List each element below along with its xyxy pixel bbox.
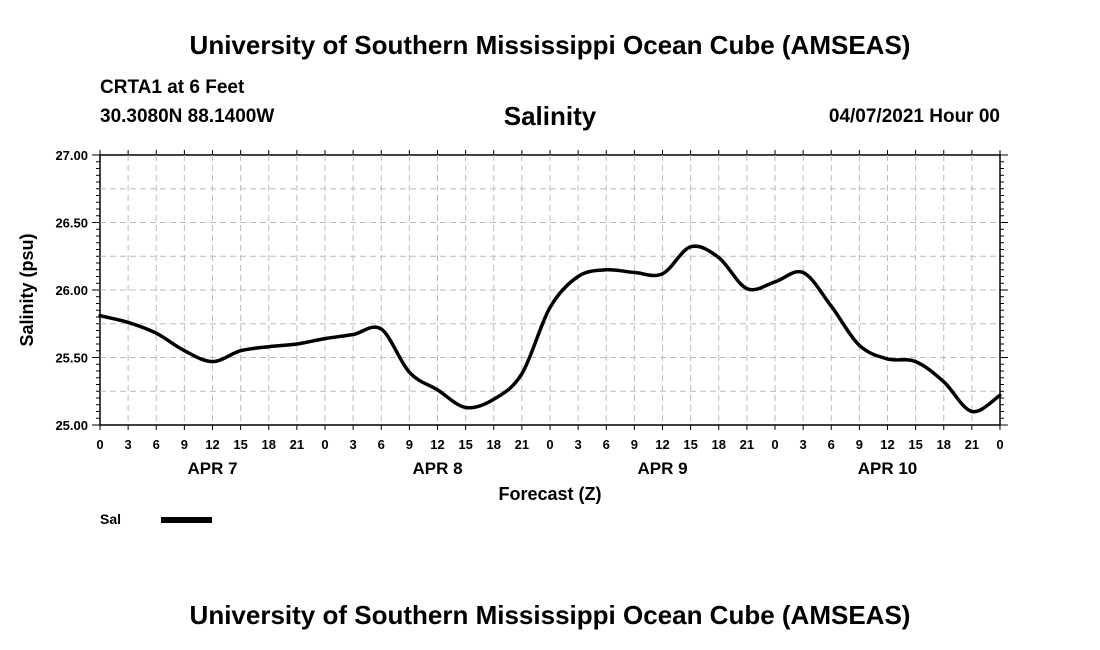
y-tick-labels: 25.00 25.50 26.00 26.50 27.00 [55, 148, 88, 433]
chart-title: Salinity [503, 101, 597, 131]
page-title: University of Southern Mississippi Ocean… [189, 30, 911, 60]
x-tick-label: 21 [290, 437, 304, 452]
salinity-data-point [914, 359, 918, 364]
y-tick-label: 26.50 [55, 216, 88, 231]
salinity-data-point [435, 388, 440, 392]
salinity-data-point [942, 380, 946, 384]
x-tick-label: 18 [487, 437, 501, 452]
salinity-data-point [210, 359, 215, 364]
day-label: APR 7 [187, 459, 237, 478]
salinity-data-point [745, 287, 749, 291]
x-tick-label: 0 [96, 437, 103, 452]
x-tick-label: 9 [406, 437, 413, 452]
x-tick-label: 0 [546, 437, 553, 452]
x-tick-label: 9 [631, 437, 638, 452]
x-tick-label: 0 [321, 437, 328, 452]
salinity-data-point [492, 397, 496, 401]
x-tick-label: 3 [800, 437, 807, 452]
x-tick-label: 21 [515, 437, 529, 452]
x-tick-label: 6 [378, 437, 385, 452]
x-tick-label: 6 [603, 437, 610, 452]
x-tick-label: 3 [575, 437, 582, 452]
salinity-data-point [801, 270, 805, 275]
coordinates-label: 30.3080N 88.1400W [100, 106, 275, 127]
x-tick-label: 21 [965, 437, 979, 452]
salinity-data-point [548, 305, 552, 310]
x-tick-label: 6 [153, 437, 160, 452]
x-tick-label: 18 [937, 437, 951, 452]
salinity-data-point [182, 349, 186, 353]
salinity-data-point [239, 349, 243, 353]
salinity-data-point [576, 274, 580, 279]
y-tick-label: 25.50 [55, 351, 88, 366]
salinity-data-point [632, 270, 636, 275]
salinity-data-point [829, 304, 833, 308]
salinity-data-point [660, 272, 665, 276]
salinity-data-point [267, 345, 271, 349]
salinity-data-point [773, 280, 777, 284]
salinity-data-point [604, 268, 608, 272]
x-tick-label: 15 [908, 437, 922, 452]
x-tick-label: 9 [181, 437, 188, 452]
salinity-data-point [689, 245, 693, 249]
day-label: APR 10 [858, 459, 918, 478]
x-tick-label: 12 [880, 437, 894, 452]
x-tick-label: 12 [655, 437, 669, 452]
x-tick-label: 9 [856, 437, 863, 452]
axis-ticks [92, 150, 1008, 430]
x-tick-label: 12 [430, 437, 444, 452]
x-tick-label: 12 [205, 437, 219, 452]
x-tick-label: 3 [350, 437, 357, 452]
y-tick-label: 27.00 [55, 148, 88, 163]
salinity-data-point [98, 314, 102, 318]
day-label: APR 9 [637, 459, 687, 478]
station-label: CRTA1 at 6 Feet [100, 77, 245, 98]
grid-lines [100, 155, 1000, 425]
salinity-data-point [295, 342, 299, 346]
x-tick-label: 21 [740, 437, 754, 452]
salinity-data-point [154, 331, 158, 335]
salinity-data-points [98, 245, 1002, 414]
legend-label: Sal [100, 511, 121, 527]
salinity-data-point [885, 357, 890, 361]
x-tick-label: 0 [771, 437, 778, 452]
day-label: APR 8 [412, 459, 462, 478]
x-tick-label: 18 [712, 437, 726, 452]
y-tick-label: 25.00 [55, 418, 88, 433]
salinity-data-point [407, 370, 411, 374]
salinity-data-point [970, 409, 974, 414]
salinity-data-point [464, 405, 468, 410]
salinity-data-point [379, 327, 383, 331]
x-tick-label: 18 [262, 437, 276, 452]
x-tick-label: 6 [828, 437, 835, 452]
x-tick-label: 15 [458, 437, 472, 452]
y-axis-title: Salinity (psu) [17, 233, 37, 346]
forecast-datetime: 04/07/2021 Hour 00 [828, 106, 1000, 127]
x-tick-label: 15 [233, 437, 247, 452]
salinity-data-point [520, 372, 524, 376]
footer-title: University of Southern Mississippi Ocean… [189, 600, 911, 630]
x-tick-label: 0 [996, 437, 1003, 452]
salinity-data-point [323, 337, 327, 341]
salinity-data-point [717, 256, 721, 260]
y-tick-label: 26.00 [55, 283, 88, 298]
x-axis-title: Forecast (Z) [498, 484, 601, 504]
salinity-data-point [351, 332, 355, 337]
x-tick-label: 15 [683, 437, 697, 452]
x-tick-labels: 0 3 6 9 12 15 18 21 0 3 6 9 12 15 18 21 0 3 6 9 12 15 18 21 0 3 6 9… [96, 437, 1003, 452]
salinity-data-point [998, 393, 1002, 397]
x-tick-label: 3 [125, 437, 132, 452]
salinity-data-point [857, 343, 861, 347]
day-labels: APR 7 APR 8 APR 9 APR 10 [187, 459, 917, 478]
salinity-data-point [126, 320, 130, 324]
